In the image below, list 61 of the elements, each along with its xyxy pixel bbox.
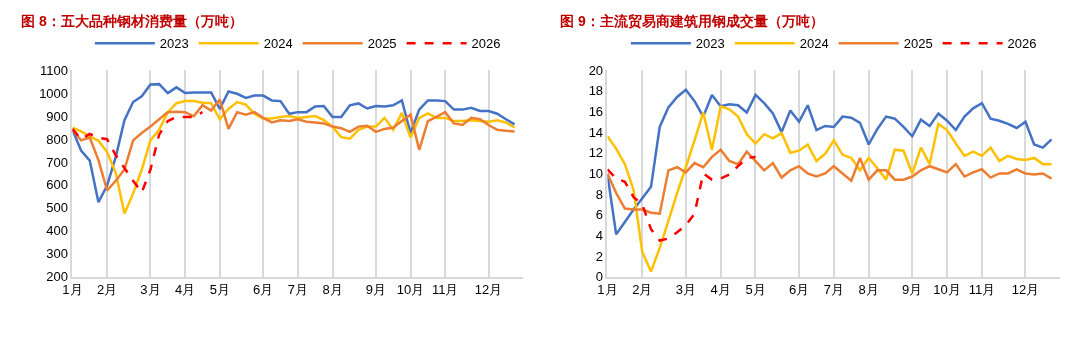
x-tick-label: 9月	[902, 282, 923, 298]
y-tick-label: 300	[46, 246, 69, 262]
y-tick-label: 18	[588, 83, 604, 99]
x-tick-label: 6月	[788, 282, 810, 298]
line-series	[607, 148, 1053, 215]
x-tick-label: 12月	[474, 282, 503, 298]
y-tick-label: 20	[588, 62, 604, 78]
legend-label: 2024	[799, 36, 829, 52]
y-tick-label: 12	[588, 145, 604, 161]
x-tick-label: 9月	[365, 282, 386, 298]
y-tick-label: 0	[595, 269, 604, 285]
x-tick-label: 10月	[933, 282, 961, 298]
legend-label: 2023	[695, 36, 725, 52]
x-tick-label: 6月	[253, 282, 274, 298]
y-tick-label: 14	[588, 124, 604, 140]
legend-label: 2024	[263, 36, 293, 52]
x-tick-label: 1月	[62, 282, 83, 298]
legend-label: 2025	[903, 36, 933, 52]
y-tick-label: 800	[46, 131, 69, 147]
x-tick-label: 11月	[431, 282, 459, 298]
chart-title: 图 8：五大品种钢材消费量（万吨）	[21, 13, 243, 29]
x-tick-label: 11月	[968, 282, 996, 298]
x-tick-label: 1月	[597, 282, 618, 298]
x-tick-label: 3月	[675, 282, 696, 298]
y-tick-label: 600	[46, 177, 69, 193]
y-tick-label: 10	[588, 165, 604, 181]
x-tick-label: 10月	[396, 282, 425, 298]
x-tick-label: 3月	[140, 282, 161, 298]
x-tick-label: 7月	[287, 282, 308, 298]
line-series	[72, 82, 516, 204]
x-tick-label: 5月	[745, 282, 766, 298]
x-tick-label: 8月	[322, 282, 343, 298]
x-tick-label: 5月	[209, 282, 230, 298]
x-tick-label: 12月	[1011, 282, 1040, 298]
y-tick-label: 4	[595, 227, 604, 243]
line-series	[607, 155, 757, 242]
x-tick-label: 4月	[710, 282, 731, 298]
y-tick-label: 8	[595, 186, 604, 202]
legend-label: 2026	[471, 36, 501, 52]
x-tick-label: 2月	[96, 282, 118, 298]
x-tick-label: 8月	[858, 282, 879, 298]
legend-label: 2026	[1007, 36, 1037, 52]
y-tick-label: 900	[46, 108, 69, 124]
y-tick-label: 200	[46, 269, 69, 285]
y-tick-label: 500	[46, 200, 69, 216]
y-tick-label: 1000	[39, 85, 69, 101]
chart-title: 图 9：主流贸易商建筑用钢成交量（万吨）	[560, 13, 824, 29]
y-tick-label: 6	[595, 207, 604, 223]
x-tick-label: 2月	[632, 282, 653, 298]
x-tick-label: 4月	[175, 282, 196, 298]
line-series	[607, 88, 1053, 236]
y-tick-label: 400	[46, 223, 69, 239]
y-tick-label: 16	[588, 104, 604, 119]
legend-label: 2025	[367, 36, 397, 52]
y-tick-label: 1100	[40, 62, 69, 78]
line-series	[72, 98, 516, 192]
y-tick-label: 2	[595, 248, 604, 264]
legend-label: 2023	[159, 36, 189, 52]
y-tick-label: 700	[46, 154, 69, 170]
line-series	[607, 105, 1053, 273]
x-tick-label: 7月	[823, 282, 844, 298]
